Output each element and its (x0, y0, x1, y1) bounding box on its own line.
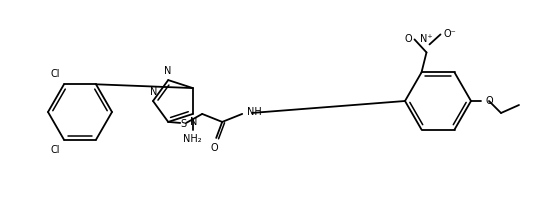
Text: N: N (190, 117, 197, 127)
Text: S: S (180, 119, 187, 129)
Text: N: N (150, 87, 158, 97)
Text: NH₂: NH₂ (183, 134, 202, 144)
Text: NH: NH (247, 107, 262, 117)
Text: Cl: Cl (50, 69, 60, 79)
Text: Cl: Cl (50, 145, 60, 155)
Text: O: O (485, 96, 493, 106)
Text: O: O (405, 34, 413, 44)
Text: N⁺: N⁺ (420, 34, 433, 44)
Text: N: N (163, 66, 171, 76)
Text: O⁻: O⁻ (443, 29, 456, 40)
Text: O: O (211, 143, 218, 153)
